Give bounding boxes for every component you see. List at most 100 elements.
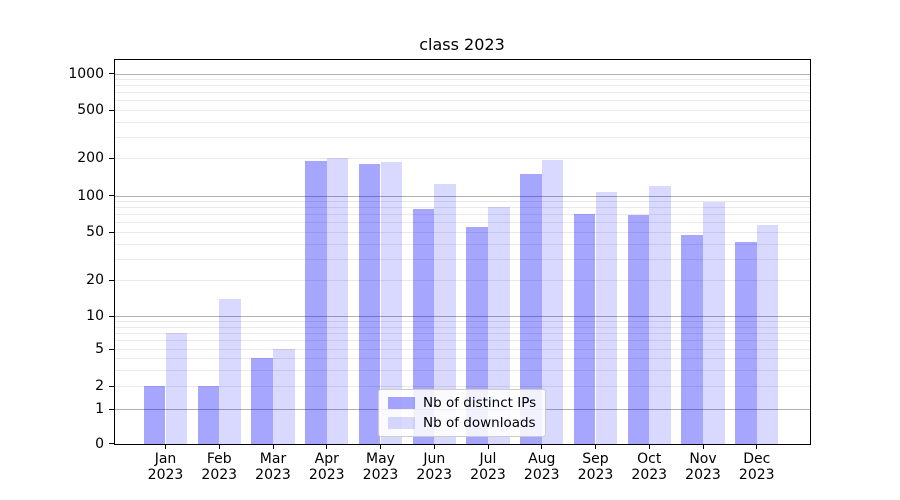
x-tick-label-month: Aug (528, 451, 556, 467)
y-tick-label-500: 500 (77, 102, 104, 118)
gridline-minor (114, 321, 810, 323)
bar-downloads-apr (326, 158, 349, 444)
gridline-minor (114, 280, 810, 281)
gridline-minor (114, 243, 810, 245)
bar-distinct-ips-jun (412, 208, 435, 444)
y-tick-label-50: 50 (86, 224, 104, 240)
y-axis-tick-100 (108, 195, 114, 196)
x-tick-label-jan: Jan 2023 (136, 451, 196, 483)
bar-distinct-ips-apr (305, 161, 327, 444)
gridline-minor (114, 332, 810, 334)
gridline-minor (114, 214, 810, 216)
chart-title: class 2023 (419, 35, 505, 54)
bar-distinct-ips-oct (627, 215, 650, 444)
x-axis-tick-jun (433, 444, 435, 449)
gridline-major (114, 73, 810, 75)
x-tick-label-year: 2023 (523, 467, 560, 483)
x-axis-tick-may (380, 444, 381, 449)
y-axis-tick-10 (108, 315, 114, 317)
y-tick-label-10: 10 (86, 308, 104, 324)
y-tick-label-5: 5 (95, 341, 104, 357)
legend-label-distinct-ips: Nb of distinct IPs (423, 395, 537, 411)
spine-bottom (114, 443, 811, 445)
spine-right (810, 59, 811, 444)
x-tick-label-month: Oct (637, 451, 662, 467)
y-tick-label-0: 0 (95, 435, 104, 452)
x-tick-label-apr: Apr 2023 (297, 451, 357, 483)
gridline-minor (114, 326, 810, 328)
x-tick-label-year: 2023 (416, 467, 453, 483)
x-tick-label-month: Jun (423, 451, 446, 467)
x-tick-label-dec: Dec 2023 (727, 451, 787, 483)
gridline-minor (114, 258, 810, 260)
x-tick-label-year: 2023 (577, 467, 614, 483)
gridline-minor (114, 136, 810, 138)
y-axis-tick-1000 (108, 73, 114, 74)
x-tick-label-month: Feb (206, 451, 232, 467)
y-axis-tick-1 (108, 408, 114, 410)
plot-area (114, 59, 810, 444)
y-tick-label-200: 200 (77, 150, 104, 167)
bar-downloads-nov (703, 201, 725, 444)
gridline-major (114, 316, 810, 317)
gridline-minor (114, 100, 810, 102)
x-tick-label-month: May (366, 451, 395, 467)
y-axis-tick-2 (108, 385, 114, 387)
x-axis-tick-oct (648, 444, 650, 449)
gridline-minor (114, 386, 810, 387)
y-axis-tick-500 (108, 109, 114, 111)
bar-downloads-sep (595, 192, 618, 444)
gridline-minor (114, 207, 810, 209)
bar-distinct-ips-mar (251, 358, 273, 444)
legend: Nb of distinct IPs Nb of downloads (378, 389, 546, 437)
gridline-minor (114, 121, 810, 123)
x-tick-label-year: 2023 (255, 467, 291, 483)
bar-distinct-ips-sep (573, 214, 596, 444)
bar-distinct-ips-jan (143, 386, 166, 444)
y-tick-label-2: 2 (95, 378, 104, 394)
gridline-minor (114, 158, 810, 160)
gridline-minor (114, 79, 810, 81)
x-tick-label-year: 2023 (308, 467, 345, 483)
bar-distinct-ips-dec (735, 242, 757, 444)
bar-downloads-mar (273, 349, 295, 444)
bar-downloads-dec (756, 225, 779, 444)
x-tick-label-month: Jul (479, 451, 497, 467)
gridline-minor (114, 85, 810, 87)
x-tick-label-feb: Feb 2023 (189, 451, 249, 483)
gridline-minor (114, 349, 810, 350)
x-tick-label-month: Sep (582, 451, 609, 467)
x-tick-label-month: Apr (314, 451, 339, 467)
x-tick-label-year: 2023 (201, 467, 238, 483)
x-tick-label-month: Mar (259, 451, 287, 467)
bar-downloads-jun (434, 183, 456, 444)
x-axis-tick-jan (165, 444, 166, 449)
x-axis-tick-nov (702, 444, 704, 449)
legend-label-downloads: Nb of downloads (423, 415, 536, 431)
x-tick-label-month: Jan (154, 451, 177, 467)
x-tick-label-year: 2023 (685, 467, 721, 483)
x-tick-label-month: Nov (689, 451, 717, 467)
x-tick-label-year: 2023 (470, 467, 506, 483)
gridline-minor (114, 358, 810, 359)
x-tick-label-oct: Oct 2023 (619, 451, 679, 483)
bar-distinct-ips-aug (520, 173, 542, 444)
gridline-major (114, 195, 810, 197)
x-tick-label-jun: Jun 2023 (404, 451, 464, 483)
x-tick-label-month: Dec (743, 451, 771, 467)
x-tick-label-jul: Jul 2023 (458, 451, 518, 483)
x-axis-tick-apr (326, 444, 328, 449)
x-axis-tick-jul (487, 444, 489, 449)
y-axis-tick-20 (108, 279, 114, 281)
bar-downloads-feb (219, 298, 241, 444)
y-axis-tick-0 (108, 443, 114, 444)
x-tick-label-aug: Aug 2023 (512, 451, 572, 483)
bar-downloads-may (380, 161, 403, 444)
y-tick-label-1000: 1000 (68, 65, 104, 82)
x-tick-label-year: 2023 (738, 467, 775, 483)
bar-downloads-oct (649, 185, 671, 444)
x-tick-label-mar: Mar 2023 (243, 451, 303, 483)
x-tick-label-year: 2023 (362, 467, 399, 483)
gridline-minor (114, 222, 810, 224)
x-axis-tick-aug (541, 444, 543, 449)
